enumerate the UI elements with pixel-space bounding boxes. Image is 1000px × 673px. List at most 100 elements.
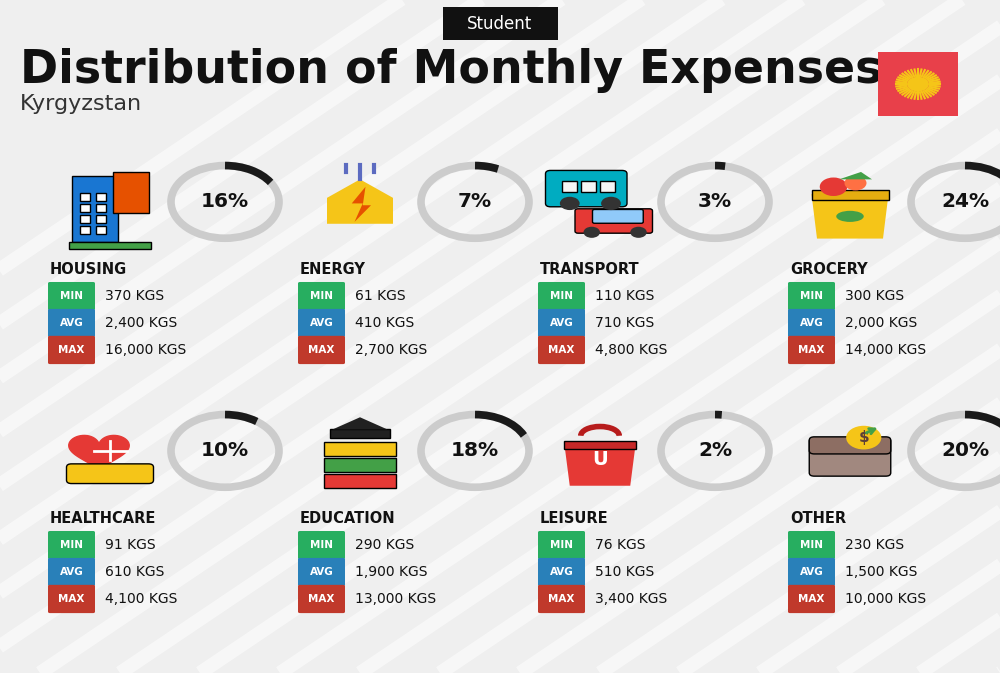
FancyBboxPatch shape	[538, 585, 585, 613]
Text: 61 KGS: 61 KGS	[355, 289, 406, 303]
FancyBboxPatch shape	[809, 437, 891, 454]
Text: 4,100 KGS: 4,100 KGS	[105, 592, 177, 606]
Polygon shape	[332, 417, 388, 429]
Circle shape	[820, 178, 847, 196]
Polygon shape	[327, 180, 393, 224]
FancyBboxPatch shape	[96, 204, 106, 212]
Text: MAX: MAX	[308, 345, 335, 355]
Text: $: $	[858, 430, 869, 445]
Text: MAX: MAX	[548, 594, 575, 604]
Text: 13,000 KGS: 13,000 KGS	[355, 592, 436, 606]
FancyBboxPatch shape	[96, 192, 106, 201]
Polygon shape	[564, 443, 636, 486]
FancyBboxPatch shape	[442, 7, 558, 40]
Circle shape	[584, 227, 600, 238]
Text: 1,900 KGS: 1,900 KGS	[355, 565, 428, 579]
FancyBboxPatch shape	[324, 442, 396, 456]
Text: 2,000 KGS: 2,000 KGS	[845, 316, 917, 330]
Text: 610 KGS: 610 KGS	[105, 565, 164, 579]
Text: MAX: MAX	[798, 345, 825, 355]
Text: AVG: AVG	[800, 318, 823, 328]
Text: AVG: AVG	[550, 567, 573, 577]
Ellipse shape	[836, 211, 864, 222]
FancyBboxPatch shape	[538, 531, 585, 559]
Text: 2%: 2%	[698, 441, 732, 460]
FancyBboxPatch shape	[48, 585, 95, 613]
Text: 3,400 KGS: 3,400 KGS	[595, 592, 667, 606]
Text: AVG: AVG	[310, 567, 333, 577]
FancyBboxPatch shape	[581, 181, 596, 192]
FancyBboxPatch shape	[80, 226, 90, 234]
Text: Distribution of Monthly Expenses: Distribution of Monthly Expenses	[20, 48, 882, 93]
Text: 2,400 KGS: 2,400 KGS	[105, 316, 177, 330]
FancyBboxPatch shape	[562, 181, 577, 192]
Text: 300 KGS: 300 KGS	[845, 289, 904, 303]
Text: U: U	[592, 450, 608, 469]
Polygon shape	[812, 194, 889, 239]
Text: MIN: MIN	[800, 540, 823, 550]
FancyBboxPatch shape	[564, 441, 636, 449]
Text: 20%: 20%	[941, 441, 989, 460]
FancyBboxPatch shape	[298, 531, 345, 559]
Text: 91 KGS: 91 KGS	[105, 538, 156, 552]
FancyBboxPatch shape	[788, 282, 835, 310]
Text: 76 KGS: 76 KGS	[595, 538, 646, 552]
FancyBboxPatch shape	[538, 282, 585, 310]
Text: 16%: 16%	[201, 192, 249, 211]
FancyBboxPatch shape	[48, 531, 95, 559]
Text: 18%: 18%	[451, 441, 499, 460]
FancyBboxPatch shape	[809, 438, 891, 476]
Text: MIN: MIN	[800, 291, 823, 301]
FancyBboxPatch shape	[812, 190, 889, 200]
FancyBboxPatch shape	[575, 209, 652, 234]
Polygon shape	[839, 172, 872, 180]
Text: MAX: MAX	[58, 594, 85, 604]
Text: 410 KGS: 410 KGS	[355, 316, 414, 330]
FancyBboxPatch shape	[72, 176, 118, 242]
Text: AVG: AVG	[60, 318, 83, 328]
FancyBboxPatch shape	[538, 558, 585, 586]
Text: 110 KGS: 110 KGS	[595, 289, 654, 303]
Text: AVG: AVG	[310, 318, 333, 328]
FancyBboxPatch shape	[330, 429, 390, 437]
Text: 14,000 KGS: 14,000 KGS	[845, 343, 926, 357]
Text: OTHER: OTHER	[790, 511, 846, 526]
Text: AVG: AVG	[800, 567, 823, 577]
Text: 3%: 3%	[698, 192, 732, 211]
Text: MAX: MAX	[308, 594, 335, 604]
Text: MIN: MIN	[550, 540, 573, 550]
FancyBboxPatch shape	[788, 531, 835, 559]
FancyBboxPatch shape	[298, 558, 345, 586]
Text: GROCERY: GROCERY	[790, 262, 868, 277]
FancyBboxPatch shape	[788, 585, 835, 613]
Text: EDUCATION: EDUCATION	[300, 511, 396, 526]
Text: MIN: MIN	[60, 291, 83, 301]
FancyBboxPatch shape	[788, 336, 835, 364]
FancyBboxPatch shape	[546, 170, 627, 207]
FancyBboxPatch shape	[96, 226, 106, 234]
FancyBboxPatch shape	[538, 336, 585, 364]
Text: 290 KGS: 290 KGS	[355, 538, 414, 552]
FancyBboxPatch shape	[298, 309, 345, 337]
FancyBboxPatch shape	[48, 282, 95, 310]
FancyBboxPatch shape	[538, 309, 585, 337]
Text: 1,500 KGS: 1,500 KGS	[845, 565, 917, 579]
FancyBboxPatch shape	[80, 192, 90, 201]
Circle shape	[846, 426, 881, 450]
Text: MAX: MAX	[548, 345, 575, 355]
Text: 7%: 7%	[458, 192, 492, 211]
FancyBboxPatch shape	[66, 464, 154, 483]
Text: 4,800 KGS: 4,800 KGS	[595, 343, 667, 357]
Text: Student: Student	[467, 15, 533, 32]
Text: 710 KGS: 710 KGS	[595, 316, 654, 330]
Text: 24%: 24%	[941, 192, 989, 211]
Text: MAX: MAX	[798, 594, 825, 604]
FancyBboxPatch shape	[788, 309, 835, 337]
Text: MIN: MIN	[310, 540, 333, 550]
FancyBboxPatch shape	[592, 209, 643, 223]
Text: 10%: 10%	[201, 441, 249, 460]
Text: MIN: MIN	[60, 540, 83, 550]
Text: MAX: MAX	[58, 345, 85, 355]
FancyBboxPatch shape	[48, 558, 95, 586]
Circle shape	[560, 197, 580, 210]
